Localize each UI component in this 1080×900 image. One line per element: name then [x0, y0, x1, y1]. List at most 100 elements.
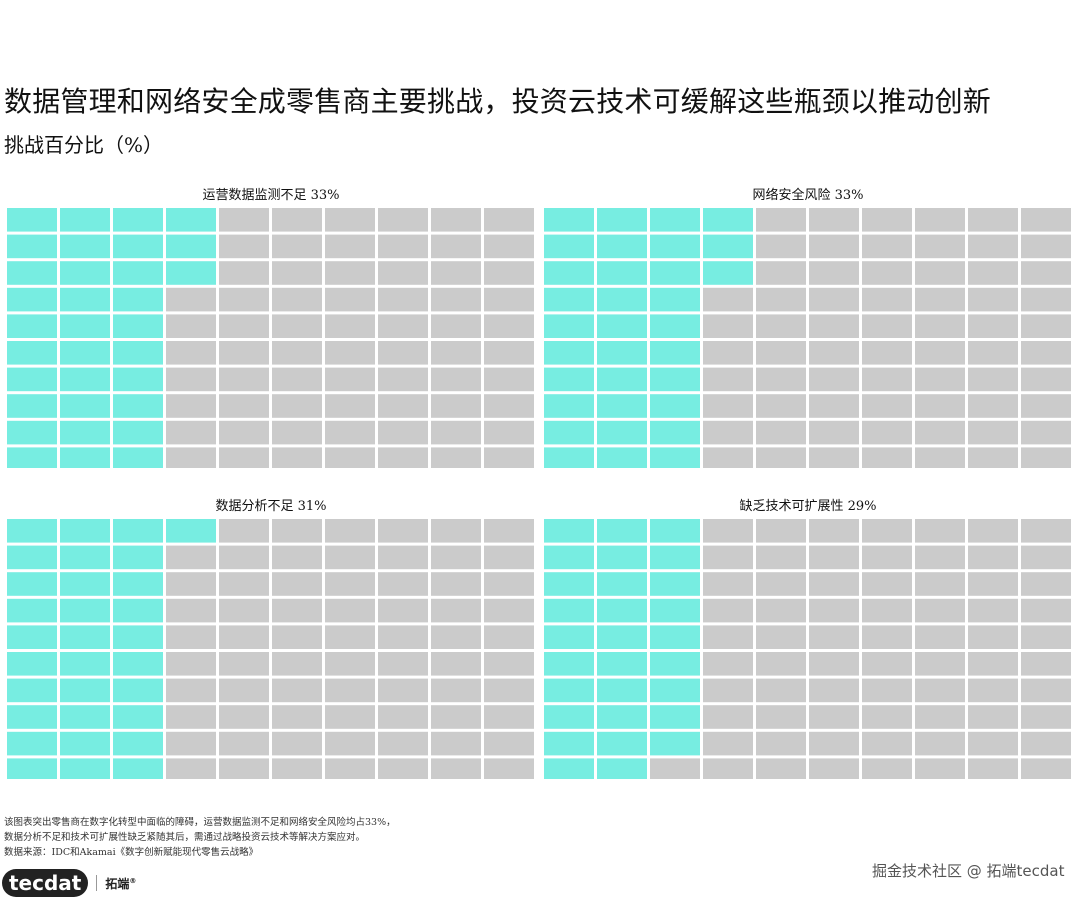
waffle-cell-empty	[756, 731, 806, 756]
waffle-cell-empty	[862, 341, 912, 365]
waffle-cell-empty	[272, 598, 322, 623]
waffle-cell-empty	[484, 625, 534, 649]
waffle-panel-data-analysis: 数据分析不足 31%	[7, 496, 535, 779]
waffle-cell-filled	[544, 341, 594, 365]
waffle-cell-filled	[650, 234, 700, 259]
waffle-cell-empty	[862, 261, 912, 285]
waffle-cell-empty	[325, 678, 375, 703]
waffle-cell-filled	[544, 234, 594, 259]
waffle-cell-empty	[703, 287, 753, 312]
waffle-cell-filled	[597, 447, 647, 468]
waffle-cell-empty	[484, 519, 534, 543]
waffle-cell-filled	[60, 731, 110, 756]
waffle-cell-empty	[915, 314, 965, 338]
waffle-cell-empty	[703, 420, 753, 445]
waffle-cell-filled	[7, 261, 57, 285]
waffle-cell-empty	[756, 420, 806, 445]
waffle-cell-filled	[113, 572, 163, 596]
waffle-cell-empty	[862, 394, 912, 418]
waffle-cell-empty	[166, 572, 216, 596]
waffle-cell-empty	[756, 341, 806, 365]
logo-name: 拓端®	[105, 876, 137, 891]
waffle-cell-filled	[597, 394, 647, 418]
waffle-cell-empty	[756, 625, 806, 649]
waffle-cell-filled	[650, 678, 700, 703]
waffle-cell-filled	[7, 314, 57, 338]
waffle-cell-empty	[862, 367, 912, 392]
waffle-cell-empty	[650, 758, 700, 779]
waffle-cell-empty	[968, 341, 1018, 365]
waffle-cell-filled	[113, 394, 163, 418]
waffle-cell-empty	[378, 261, 428, 285]
waffle-cell-filled	[650, 287, 700, 312]
waffle-cell-empty	[915, 208, 965, 232]
waffle-cell-empty	[219, 625, 269, 649]
waffle-cell-empty	[968, 731, 1018, 756]
waffle-cell-empty	[219, 394, 269, 418]
waffle-cell-empty	[915, 731, 965, 756]
waffle-cell-empty	[1021, 394, 1071, 418]
waffle-cell-filled	[544, 261, 594, 285]
waffle-cell-empty	[703, 598, 753, 623]
waffle-cell-empty	[1021, 678, 1071, 703]
waffle-cell-filled	[597, 652, 647, 676]
logo-divider	[96, 875, 98, 891]
waffle-cell-filled	[7, 341, 57, 365]
waffle-cell-empty	[325, 208, 375, 232]
waffle-cell-empty	[325, 314, 375, 338]
waffle-cell-empty	[703, 341, 753, 365]
waffle-cell-empty	[431, 420, 481, 445]
waffle-cell-filled	[544, 731, 594, 756]
waffle-cell-filled	[650, 572, 700, 596]
waffle-cell-empty	[809, 234, 859, 259]
chart-title: 数据管理和网络安全成零售商主要挑战，投资云技术可缓解这些瓶颈以推动创新	[4, 85, 992, 118]
waffle-cell-empty	[378, 447, 428, 468]
waffle-cell-empty	[1021, 625, 1071, 649]
waffle-cell-empty	[915, 598, 965, 623]
waffle-cell-empty	[862, 625, 912, 649]
waffle-cell-empty	[431, 287, 481, 312]
waffle-cell-empty	[968, 447, 1018, 468]
waffle-cell-empty	[968, 394, 1018, 418]
waffle-cell-empty	[809, 341, 859, 365]
waffle-cell-filled	[113, 545, 163, 570]
waffle-cell-empty	[272, 234, 322, 259]
waffle-cell-empty	[431, 598, 481, 623]
waffle-cell-empty	[756, 314, 806, 338]
waffle-cell-filled	[60, 545, 110, 570]
waffle-cell-empty	[219, 652, 269, 676]
waffle-cell-empty	[809, 731, 859, 756]
waffle-cell-filled	[597, 625, 647, 649]
waffle-cell-filled	[703, 261, 753, 285]
waffle-cell-empty	[968, 652, 1018, 676]
waffle-cell-empty	[915, 394, 965, 418]
waffle-cell-empty	[703, 394, 753, 418]
waffle-cell-filled	[544, 519, 594, 543]
panel-title: 运营数据监测不足 33%	[202, 188, 340, 203]
waffle-cell-filled	[60, 678, 110, 703]
waffle-cell-empty	[703, 314, 753, 338]
waffle-cell-empty	[1021, 314, 1071, 338]
waffle-cell-empty	[378, 287, 428, 312]
waffle-cell-empty	[272, 394, 322, 418]
waffle-cell-empty	[325, 545, 375, 570]
waffle-cell-empty	[219, 261, 269, 285]
waffle-cell-empty	[325, 261, 375, 285]
waffle-cell-empty	[484, 367, 534, 392]
waffle-cell-filled	[113, 705, 163, 729]
waffle-cell-filled	[166, 519, 216, 543]
waffle-cell-empty	[378, 652, 428, 676]
waffle-cell-empty	[431, 341, 481, 365]
waffle-cell-empty	[809, 625, 859, 649]
waffle-cell-filled	[7, 287, 57, 312]
waffle-cell-empty	[431, 447, 481, 468]
waffle-cell-empty	[325, 519, 375, 543]
waffle-cell-empty	[431, 208, 481, 232]
waffle-cell-empty	[272, 758, 322, 779]
waffle-cell-filled	[113, 447, 163, 468]
waffle-cell-empty	[272, 261, 322, 285]
waffle-cell-empty	[166, 678, 216, 703]
waffle-cell-empty	[272, 287, 322, 312]
waffle-cell-filled	[60, 758, 110, 779]
waffle-cell-empty	[431, 731, 481, 756]
